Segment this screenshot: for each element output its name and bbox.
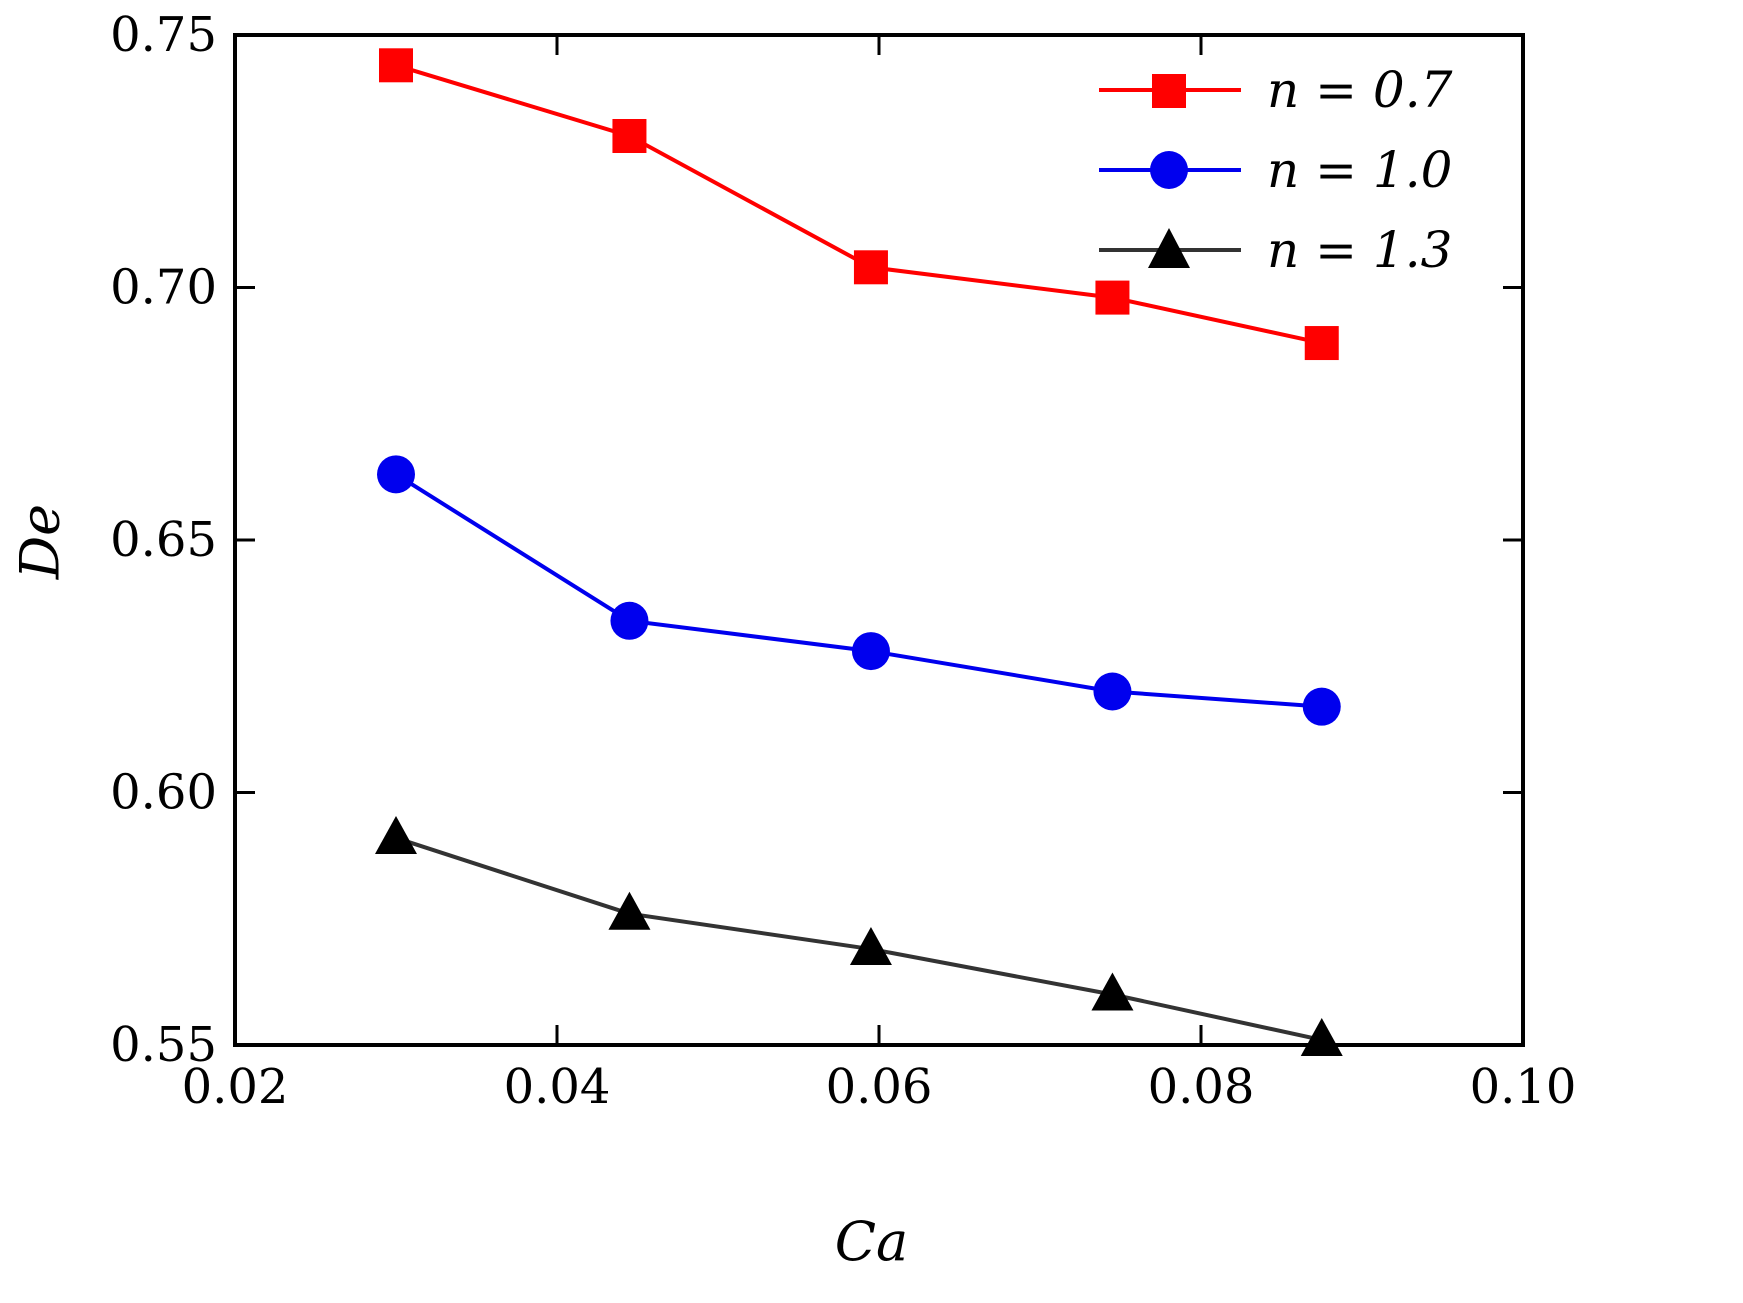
- data-point-triangle: [608, 891, 651, 930]
- legend-swatch-square: [1099, 74, 1241, 108]
- data-point-square: [853, 250, 888, 285]
- data-point-triangle: [375, 815, 417, 854]
- x-tick-label: 0.04: [504, 1059, 611, 1115]
- data-point-circle: [1302, 687, 1341, 726]
- legend-label: n = 1.3: [1267, 221, 1453, 279]
- legend-item-n-0-7: n = 0.7: [1095, 58, 1452, 122]
- data-point-circle: [1093, 672, 1132, 711]
- y-tick-label: 0.55: [110, 1017, 217, 1073]
- series-line-n-1.3: [394, 835, 1324, 1042]
- legend-marker-square-icon: [1152, 74, 1186, 108]
- x-tick-label: 0.02: [182, 1059, 289, 1115]
- y-tick-label: 0.75: [110, 7, 217, 63]
- data-point-triangle: [1091, 972, 1134, 1011]
- y-tick-label: 0.60: [110, 765, 217, 821]
- data-point-triangle: [849, 927, 892, 966]
- legend-swatch-circle: [1099, 151, 1241, 189]
- y-tick-label: 0.65: [110, 512, 217, 568]
- data-point-square: [1095, 280, 1130, 315]
- legend-marker-triangle-icon: [1148, 228, 1190, 268]
- series-line-n-1.0: [394, 472, 1324, 709]
- legend-swatch-triangle: [1099, 228, 1241, 268]
- legend-label: n = 1.0: [1267, 141, 1453, 199]
- legend-item-n-1-0: n = 1.0: [1095, 138, 1452, 202]
- legend-marker-circle-icon: [1150, 151, 1188, 189]
- x-tick-label: 0.08: [1148, 1059, 1255, 1115]
- y-axis-label: De: [8, 503, 72, 580]
- x-tick-label: 0.06: [826, 1059, 933, 1115]
- data-point-square: [1304, 326, 1339, 361]
- data-point-circle: [377, 455, 415, 494]
- legend: n = 0.7 n = 1.0 n = 1.3: [1095, 58, 1452, 282]
- x-axis-label: Ca: [834, 1210, 909, 1273]
- data-point-circle: [610, 601, 649, 640]
- legend-label: n = 0.7: [1267, 61, 1453, 119]
- data-point-square: [379, 48, 413, 83]
- y-tick-label: 0.70: [110, 260, 217, 316]
- x-tick-label: 0.10: [1470, 1059, 1577, 1115]
- data-point-circle: [851, 632, 890, 671]
- legend-item-n-1-3: n = 1.3: [1095, 218, 1452, 282]
- data-point-triangle: [1300, 1017, 1343, 1056]
- data-point-square: [612, 119, 647, 153]
